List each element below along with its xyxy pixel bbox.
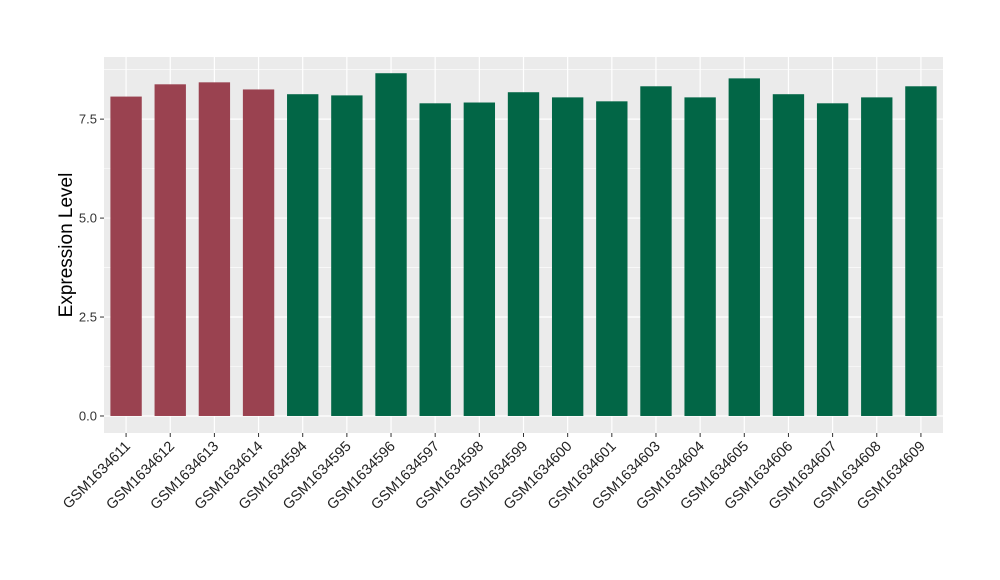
bar (287, 94, 319, 416)
bar (640, 86, 672, 416)
y-tick-label: 7.5 (79, 112, 97, 127)
bar (728, 78, 760, 416)
bar (816, 103, 849, 416)
bar (154, 84, 186, 416)
bar (551, 97, 584, 416)
bar (684, 97, 716, 416)
bar (596, 101, 628, 416)
bar (375, 73, 407, 416)
y-axis: 0.0 2.5 5.0 7.5 (79, 112, 104, 423)
bar (905, 86, 937, 416)
y-tick-label: 2.5 (79, 310, 97, 325)
bar (507, 92, 540, 416)
y-tick-label: 5.0 (79, 211, 97, 226)
bar (861, 97, 893, 416)
bar (110, 96, 142, 416)
y-tick-label: 0.0 (79, 408, 97, 423)
bar (463, 102, 496, 416)
bars (110, 73, 937, 416)
y-axis-label: Expression Level (56, 173, 77, 318)
bar (419, 103, 451, 416)
x-axis: GSM1634611GSM1634612GSM1634613GSM1634614… (60, 433, 929, 513)
bar (198, 82, 231, 416)
bar (242, 89, 275, 416)
bar (331, 95, 363, 416)
bar (772, 94, 805, 416)
